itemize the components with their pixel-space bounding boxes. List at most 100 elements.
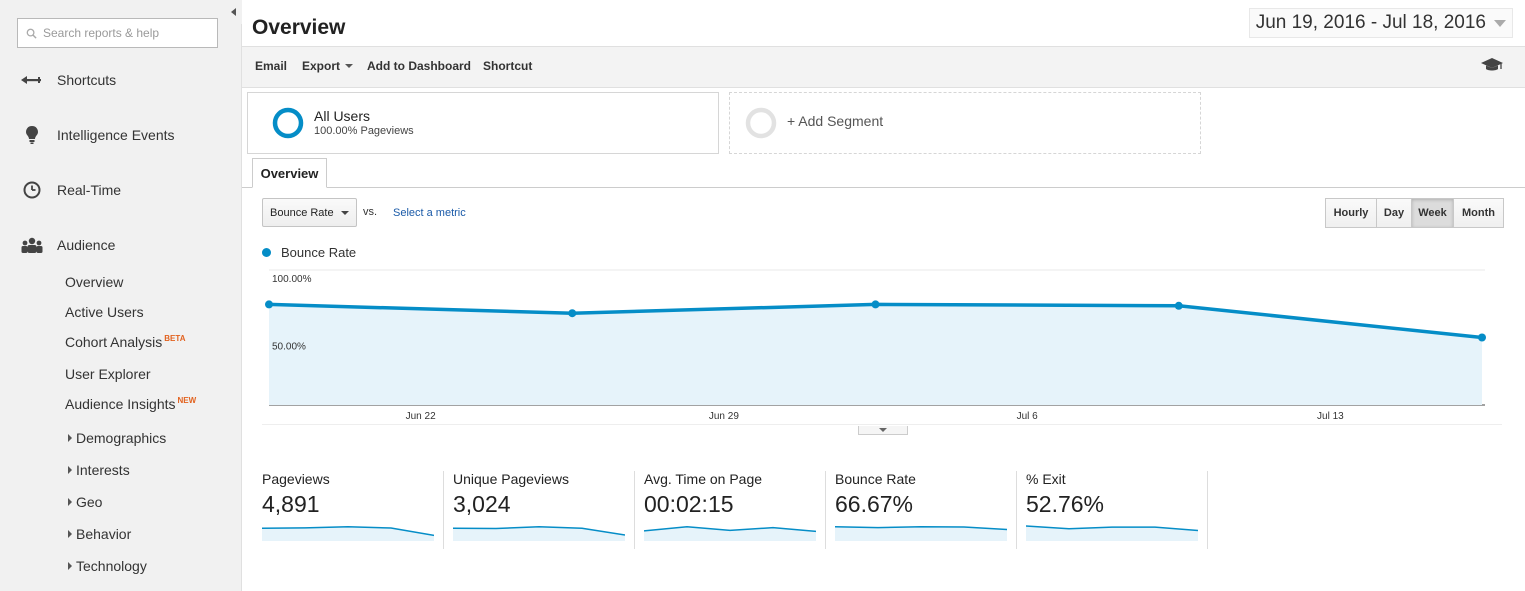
graduation-cap-icon[interactable] xyxy=(1481,57,1503,78)
expand-arrow-icon xyxy=(68,530,72,538)
scorecard-value: 52.76% xyxy=(1026,491,1105,517)
sidebar-item-label: User Explorer xyxy=(65,366,151,382)
scorecard-sparkline xyxy=(453,526,625,541)
sidebar-subitem-overview[interactable]: Overview xyxy=(65,274,123,290)
scorecard-value: 3,024 xyxy=(453,491,511,517)
shortcut-button[interactable]: Shortcut xyxy=(483,59,532,73)
sidebar-item-label: Technology xyxy=(76,558,147,574)
sidebar-subitem-demographics[interactable]: Demographics xyxy=(68,430,166,446)
clock-icon xyxy=(0,181,57,199)
scorecard-label: Bounce Rate xyxy=(835,471,916,487)
chart-y-labels: 100.00% 50.00% xyxy=(272,274,312,353)
scorecard-divider xyxy=(825,471,826,549)
empty-segment-ring-icon xyxy=(745,107,777,139)
scorecard-unique-pageviews[interactable]: Unique Pageviews 3,024 xyxy=(453,471,644,549)
sparkline-area xyxy=(644,526,816,541)
chart-point[interactable] xyxy=(265,300,273,309)
add-segment-button[interactable]: + Add Segment xyxy=(729,92,1201,154)
chart-point[interactable] xyxy=(1478,333,1486,342)
sidebar-item-label: Intelligence Events xyxy=(57,127,175,143)
scorecard-sparkline xyxy=(1026,525,1198,541)
page-title: Overview xyxy=(252,16,346,39)
x-tick-label: Jun 29 xyxy=(709,411,739,422)
x-tick-label: Jun 22 xyxy=(406,411,436,422)
beta-badge: BETA xyxy=(164,334,186,343)
add-segment-label: + Add Segment xyxy=(787,113,884,129)
vs-label: vs. xyxy=(363,206,378,218)
search-icon xyxy=(26,28,37,39)
week-button[interactable]: Week xyxy=(1411,198,1454,228)
sparkline-line xyxy=(453,526,625,536)
y-tick-label: 100.00% xyxy=(272,274,312,285)
chart-point[interactable] xyxy=(568,309,577,318)
sidebar-subitem-technology[interactable]: Technology xyxy=(68,558,147,574)
scorecard-bounce-rate[interactable]: Bounce Rate 66.67% xyxy=(835,471,1026,549)
sparkline-line xyxy=(644,526,816,533)
email-label: Email xyxy=(255,59,288,73)
scorecard-value: 66.67% xyxy=(835,491,914,517)
sidebar-item-shortcuts[interactable]: Shortcuts xyxy=(0,60,242,100)
scorecard-label: Avg. Time on Page xyxy=(644,471,763,487)
main-content: Overview Jun 19, 2016 - Jul 18, 2016 Ema… xyxy=(242,0,1525,591)
sidebar-subitem-interests[interactable]: Interests xyxy=(68,462,130,478)
sidebar-item-label: Shortcuts xyxy=(57,72,117,88)
scorecard-avg-time-on-page[interactable]: Avg. Time on Page 00:02:15 xyxy=(644,471,835,549)
scorecard-value: 00:02:15 xyxy=(644,491,734,517)
email-button[interactable]: Email xyxy=(255,59,287,73)
metric-select[interactable]: Bounce Rate xyxy=(262,198,357,227)
sidebar-subitem-cohort-analysis[interactable]: Cohort Analysis BETA xyxy=(65,334,185,350)
x-tick-label: Jul 6 xyxy=(1017,411,1039,422)
scorecard-divider xyxy=(1207,471,1208,549)
day-button[interactable]: Day xyxy=(1376,198,1412,228)
sidebar-subitem-geo[interactable]: Geo xyxy=(68,494,102,510)
scorecard-sparkline xyxy=(835,526,1007,541)
chart-x-labels: Jun 22 Jun 29 Jul 6 Jul 13 xyxy=(406,411,1345,422)
sidebar-subitem-active-users[interactable]: Active Users xyxy=(65,304,144,320)
scorecard-pageviews[interactable]: Pageviews 4,891 xyxy=(262,471,453,549)
segment-all-users[interactable]: All Users 100.00% Pageviews xyxy=(247,92,719,154)
time-granularity-group: Hourly Day Week Month xyxy=(1325,198,1504,228)
people-icon xyxy=(0,237,57,253)
x-tick-label: Jul 13 xyxy=(1317,411,1344,422)
chevron-down-icon xyxy=(341,211,349,215)
chart-collapse-toggle[interactable] xyxy=(858,426,908,435)
search-box[interactable] xyxy=(17,18,218,48)
chart-point[interactable] xyxy=(1174,301,1183,310)
sidebar-item-audience[interactable]: Audience xyxy=(0,225,242,265)
sidebar-item-label: Overview xyxy=(65,274,124,290)
sidebar-subitem-user-explorer[interactable]: User Explorer xyxy=(65,366,151,382)
sidebar-subitem-behavior[interactable]: Behavior xyxy=(68,526,131,542)
hourly-button[interactable]: Hourly xyxy=(1325,198,1377,228)
metric-select-value: Bounce Rate xyxy=(270,206,334,219)
export-button[interactable]: Export xyxy=(302,59,354,73)
sparkline-line xyxy=(262,526,434,537)
select-metric-link[interactable]: Select a metric xyxy=(393,207,466,219)
month-button[interactable]: Month xyxy=(1453,198,1504,228)
expand-arrow-icon xyxy=(68,562,72,570)
sidebar-item-real-time[interactable]: Real-Time xyxy=(0,170,242,210)
sparkline-line xyxy=(835,526,1007,531)
sidebar-subitem-audience-insights[interactable]: Audience Insights NEW xyxy=(65,396,196,412)
scorecard-exit[interactable]: % Exit 52.76% xyxy=(1026,471,1217,549)
export-label: Export xyxy=(302,59,341,73)
expand-arrow-icon xyxy=(68,498,72,506)
shortcut-label: Shortcut xyxy=(483,59,533,73)
chart-point[interactable] xyxy=(871,300,880,309)
sparkline-line xyxy=(1026,525,1198,532)
sidebar-item-label: Demographics xyxy=(76,430,167,446)
sidebar-item-intelligence-events[interactable]: Intelligence Events xyxy=(0,115,242,155)
search-input[interactable] xyxy=(43,26,203,40)
sidebar-item-label: Interests xyxy=(76,462,130,478)
shortcut-arrow-icon xyxy=(0,75,57,85)
scorecard-divider xyxy=(1016,471,1017,549)
sidebar-collapse-button[interactable] xyxy=(226,0,242,24)
sparkline-area xyxy=(453,526,625,541)
add-to-dashboard-button[interactable]: Add to Dashboard xyxy=(367,59,471,73)
sidebar-item-label: Behavior xyxy=(76,526,132,542)
sparkline-area xyxy=(835,526,1007,541)
expand-arrow-icon xyxy=(68,466,72,474)
date-range-picker[interactable]: Jun 19, 2016 - Jul 18, 2016 xyxy=(1248,8,1513,38)
tab-overview[interactable]: Overview xyxy=(252,158,327,188)
bounce-rate-chart: 100.00% 50.00% Jun 22 Jun 29 Jul 6 Jul 13 xyxy=(262,269,1502,425)
scorecard-sparkline xyxy=(262,526,434,541)
